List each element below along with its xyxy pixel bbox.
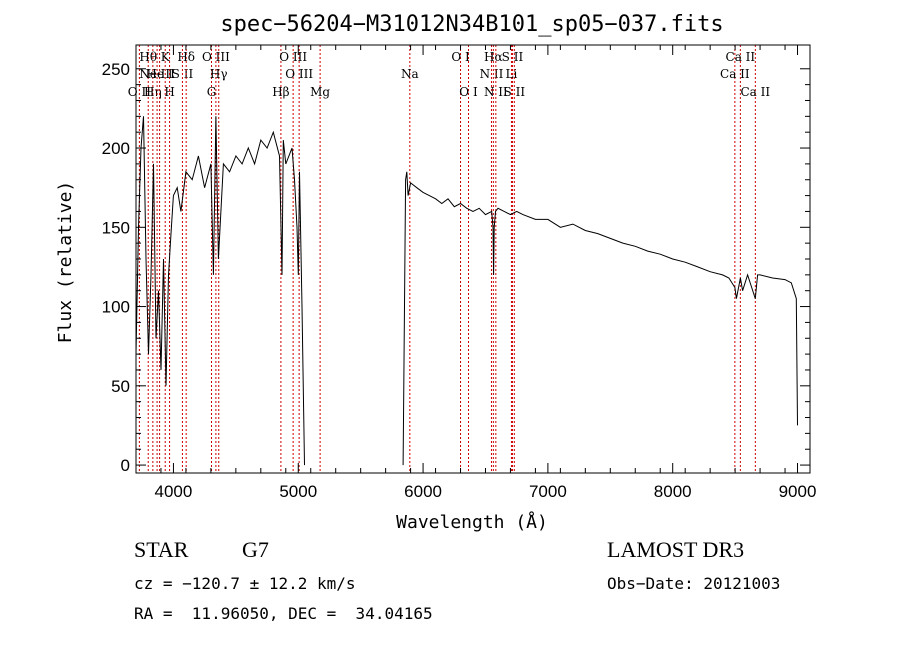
- line-label-4: He I: [147, 67, 173, 81]
- line-label-21: Hα: [484, 50, 503, 64]
- y-axis-label: Flux (relative): [55, 181, 76, 344]
- line-label-13: O III: [279, 50, 307, 64]
- object-subclass: G7: [242, 537, 269, 562]
- axes: 4000 5000 6000 7000 8000 9000 0 50 100 150 200 250: [102, 45, 817, 501]
- observation-date: Obs−Date: 20121003: [607, 574, 781, 593]
- x-axis-label: Wavelength (Å): [396, 511, 548, 533]
- flux-series-line: [135, 116, 798, 466]
- line-label-27: Ca II: [741, 85, 771, 99]
- y-tick-label-150: 150: [102, 218, 130, 237]
- redshift-cz: cz = −120.7 ± 12.2 km/s: [134, 574, 356, 593]
- line-label-20: N II: [484, 85, 508, 99]
- line-label-11: Hγ: [210, 67, 228, 81]
- x-tick-label-7000: 7000: [529, 482, 567, 501]
- plot-frame: [135, 44, 811, 474]
- line-label-17: O I: [451, 50, 470, 64]
- object-class: STAR: [134, 537, 189, 562]
- line-label-9: G: [207, 85, 217, 99]
- line-label-25: Ca II: [720, 67, 750, 81]
- x-tick-label-6000: 6000: [404, 482, 442, 501]
- line-label-3: Ne III: [139, 67, 175, 81]
- line-label-5: K: [161, 50, 171, 64]
- line-label-18: O I: [459, 85, 478, 99]
- x-tick-label-5000: 5000: [279, 482, 317, 501]
- y-tick-label-100: 100: [102, 298, 130, 317]
- line-label-7: S II: [172, 67, 194, 81]
- y-tick-label-0: 0: [121, 456, 130, 475]
- y-tick-label-50: 50: [111, 377, 130, 396]
- line-label-24: S II: [504, 85, 526, 99]
- line-label-19: N II: [480, 67, 504, 81]
- line-label-10: O III: [202, 50, 230, 64]
- y-tick-label-250: 250: [102, 60, 130, 79]
- line-label-26: Ca II: [726, 50, 756, 64]
- x-tick-label-4000: 4000: [155, 482, 193, 501]
- line-label-0: Hθ: [139, 50, 157, 64]
- line-label-6: H: [164, 85, 174, 99]
- survey-label: LAMOST DR3: [607, 537, 745, 562]
- line-label-16: Na: [401, 67, 419, 81]
- line-label-12: Hβ: [272, 85, 289, 99]
- chart-title: spec−56204−M31012N34B101_sp05−037.fits: [220, 12, 723, 37]
- line-label-1: Hη: [144, 85, 162, 99]
- coordinates: RA = 11.96050, DEC = 34.04165: [134, 604, 433, 623]
- y-tick-label-200: 200: [102, 139, 130, 158]
- line-label-2: O II: [128, 85, 151, 99]
- line-label-23: Li: [506, 67, 518, 81]
- line-label-8: Hδ: [177, 50, 195, 64]
- line-label-15: Mg: [310, 85, 330, 99]
- x-tick-label-9000: 9000: [779, 482, 817, 501]
- line-label-14: O III: [285, 67, 313, 81]
- line-label-22: S II: [502, 50, 524, 64]
- x-tick-label-8000: 8000: [654, 482, 692, 501]
